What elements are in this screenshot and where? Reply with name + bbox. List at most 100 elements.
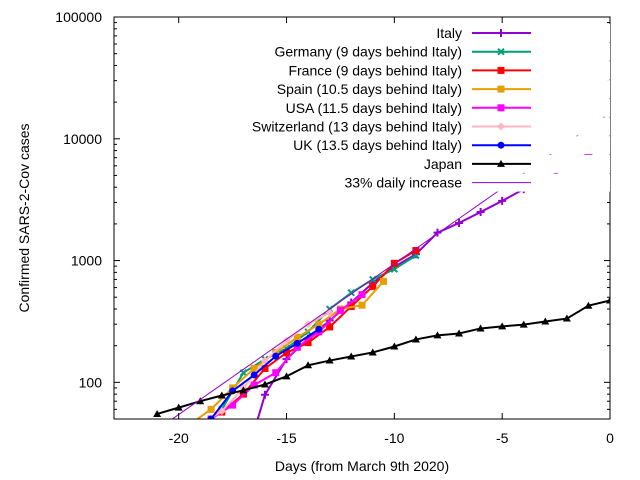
legend: Italy Germany (9 days behind Italy) France… bbox=[200, 24, 610, 192]
data-point bbox=[541, 317, 550, 325]
data-point bbox=[282, 372, 291, 380]
data-point bbox=[411, 335, 420, 343]
data-point bbox=[196, 397, 205, 405]
x-tick-label: -20 bbox=[169, 430, 189, 446]
series-7 bbox=[153, 296, 610, 417]
data-point bbox=[347, 288, 355, 297]
data-point bbox=[498, 196, 507, 205]
data-point bbox=[315, 320, 323, 328]
data-point bbox=[304, 361, 313, 369]
data-point bbox=[347, 352, 356, 360]
data-point bbox=[336, 306, 344, 314]
legend-label: UK (13.5 days behind Italy) bbox=[293, 137, 462, 153]
data-point bbox=[368, 348, 377, 356]
legend-label: Japan bbox=[424, 156, 462, 172]
data-point bbox=[260, 390, 269, 399]
legend-label: Spain (10.5 days behind Italy) bbox=[277, 81, 462, 97]
series-line bbox=[210, 328, 320, 419]
data-point bbox=[250, 381, 258, 389]
legend-entry: 33% daily increase bbox=[200, 173, 610, 192]
data-point bbox=[584, 301, 593, 309]
legend-entry: Spain (10.5 days behind Italy) bbox=[200, 80, 610, 99]
data-point bbox=[562, 314, 571, 322]
data-point bbox=[498, 322, 507, 330]
y-tick-label: 100000 bbox=[55, 9, 102, 25]
data-point bbox=[207, 415, 215, 419]
data-point bbox=[174, 403, 183, 411]
legend-entry: Japan bbox=[200, 154, 610, 173]
data-point bbox=[261, 364, 269, 372]
legend-entry: USA (11.5 days behind Italy) bbox=[200, 98, 610, 117]
data-point bbox=[186, 421, 193, 428]
y-axis-label: Confirmed SARS-2-Cov cases bbox=[16, 123, 32, 312]
data-point bbox=[412, 247, 420, 255]
x-tick-label: -5 bbox=[496, 430, 509, 446]
series-6 bbox=[207, 325, 323, 419]
legend-label: USA (11.5 days behind Italy) bbox=[286, 100, 462, 116]
data-point bbox=[283, 349, 291, 357]
legend-label: France (9 days behind Italy) bbox=[288, 62, 462, 78]
data-point bbox=[497, 141, 505, 149]
legend-label: Germany (9 days behind Italy) bbox=[274, 44, 462, 60]
legend-entry: France (9 days behind Italy) bbox=[200, 61, 610, 80]
series-line bbox=[195, 280, 385, 419]
data-point bbox=[250, 371, 258, 379]
y-tick-label: 1000 bbox=[71, 253, 102, 269]
data-point bbox=[380, 277, 388, 285]
data-point bbox=[358, 301, 366, 309]
data-point bbox=[272, 369, 280, 377]
legend-entry: UK (13.5 days behind Italy) bbox=[200, 136, 610, 155]
data-point bbox=[196, 421, 204, 429]
data-point bbox=[239, 463, 247, 471]
series-line bbox=[156, 299, 610, 415]
data-point bbox=[455, 329, 464, 337]
data-point bbox=[497, 47, 505, 56]
data-point bbox=[433, 228, 442, 237]
data-point bbox=[326, 323, 334, 331]
data-point bbox=[519, 320, 528, 328]
data-point bbox=[476, 324, 485, 332]
data-point bbox=[153, 409, 162, 417]
legend-entry: Germany (9 days behind Italy) bbox=[200, 42, 610, 61]
data-point bbox=[369, 282, 377, 290]
data-point bbox=[497, 122, 505, 131]
data-point bbox=[293, 333, 301, 341]
data-point bbox=[497, 85, 505, 93]
tick-labels: -20 -15 -10 -5 0 100 1000 10000 100000 bbox=[55, 9, 614, 446]
data-point bbox=[315, 325, 323, 333]
series-line bbox=[210, 293, 363, 419]
legend-label: Italy bbox=[436, 25, 462, 41]
data-point bbox=[282, 336, 291, 345]
data-point bbox=[293, 339, 301, 347]
data-point bbox=[272, 348, 280, 356]
data-point bbox=[497, 104, 505, 112]
legend-entry: Switzerland (13 days behind Italy) bbox=[200, 117, 610, 136]
data-point bbox=[250, 364, 258, 372]
y-tick-label: 100 bbox=[79, 374, 103, 390]
x-tick-label: -15 bbox=[276, 430, 296, 446]
data-point bbox=[455, 218, 464, 227]
data-point bbox=[433, 331, 442, 339]
data-point bbox=[229, 401, 237, 409]
data-point bbox=[272, 352, 280, 360]
x-tick-label: -10 bbox=[384, 430, 404, 446]
data-point bbox=[207, 405, 215, 413]
legend-entry: Italy bbox=[200, 24, 610, 42]
data-point bbox=[325, 356, 334, 364]
x-tick-label: 0 bbox=[606, 430, 614, 446]
data-point bbox=[304, 339, 312, 347]
plot-marks bbox=[153, 112, 610, 471]
data-point bbox=[293, 343, 301, 351]
data-point bbox=[260, 380, 269, 388]
data-point bbox=[497, 159, 505, 167]
data-point bbox=[217, 391, 226, 399]
x-axis-label: Days (from March 9th 2020) bbox=[275, 458, 449, 474]
data-point bbox=[358, 291, 366, 299]
data-point bbox=[239, 386, 248, 394]
legend-label: Switzerland (13 days behind Italy) bbox=[252, 119, 462, 135]
legend-label: 33% daily increase bbox=[344, 175, 462, 191]
data-point bbox=[497, 29, 505, 37]
data-point bbox=[606, 296, 610, 304]
data-point bbox=[390, 342, 399, 350]
